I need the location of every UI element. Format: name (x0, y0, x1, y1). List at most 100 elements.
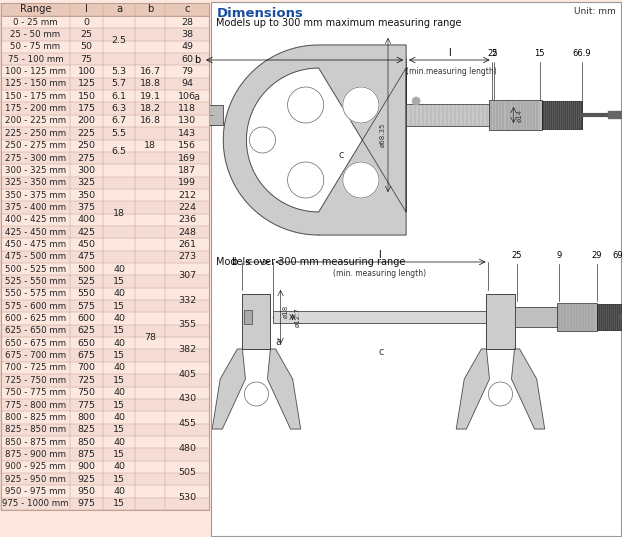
Text: 975 - 1000 mm: 975 - 1000 mm (2, 499, 69, 509)
Bar (1, 374, 209, 387)
Text: 40: 40 (113, 413, 125, 422)
Bar (1, 325, 209, 337)
Text: Models up to 300 mm maximum measuring range: Models up to 300 mm maximum measuring ra… (216, 18, 462, 28)
Text: 525 - 550 mm: 525 - 550 mm (5, 277, 66, 286)
Text: 375: 375 (78, 203, 96, 212)
Bar (1, 177, 209, 189)
Text: 400: 400 (78, 215, 96, 224)
Text: 15: 15 (113, 376, 125, 385)
Text: 40: 40 (113, 487, 125, 496)
Bar (1, 164, 209, 177)
Bar (1, 275, 209, 288)
Text: 25 - 50 mm: 25 - 50 mm (11, 30, 60, 39)
Bar (1, 411, 209, 424)
Text: 800 - 825 mm: 800 - 825 mm (5, 413, 66, 422)
Bar (1, 448, 209, 461)
Text: 775 - 800 mm: 775 - 800 mm (5, 401, 66, 410)
Text: (min.measuring length): (min.measuring length) (406, 67, 496, 76)
Text: 650: 650 (78, 339, 96, 348)
Text: c: c (185, 4, 190, 14)
Text: 224: 224 (179, 203, 196, 212)
Text: 950: 950 (78, 487, 96, 496)
Text: 500: 500 (78, 265, 96, 274)
Bar (1, 251, 209, 263)
Text: 15: 15 (113, 450, 125, 459)
Text: a: a (116, 4, 122, 14)
Text: 199: 199 (179, 178, 196, 187)
Text: 18: 18 (113, 209, 125, 218)
Text: c: c (378, 347, 384, 357)
Text: 40: 40 (113, 314, 125, 323)
Text: Models over 300 mm measuring range: Models over 300 mm measuring range (216, 257, 406, 267)
Text: 382: 382 (178, 345, 197, 354)
Circle shape (343, 87, 379, 123)
Text: 25: 25 (487, 49, 498, 58)
Text: 505: 505 (179, 468, 196, 477)
Text: 5.5: 5.5 (111, 129, 127, 138)
Text: 18: 18 (144, 141, 156, 150)
Text: 455: 455 (179, 419, 196, 428)
Text: 6.1: 6.1 (111, 92, 127, 101)
Text: 250 - 275 mm: 250 - 275 mm (5, 141, 66, 150)
Text: 350 - 375 mm: 350 - 375 mm (5, 191, 66, 200)
Bar (1, 436, 209, 448)
Text: 187: 187 (179, 166, 196, 175)
Text: 550: 550 (78, 289, 96, 299)
Text: 800: 800 (78, 413, 96, 422)
Bar (203, 105, 223, 125)
Bar (1, 140, 209, 152)
Text: 875 - 900 mm: 875 - 900 mm (5, 450, 66, 459)
Text: 18.2: 18.2 (140, 104, 160, 113)
Text: Dimensions: Dimensions (216, 7, 303, 20)
Text: 200 - 225 mm: 200 - 225 mm (5, 117, 66, 126)
Text: 405: 405 (179, 369, 196, 379)
Text: 650 - 675 mm: 650 - 675 mm (5, 339, 66, 348)
Text: 212: 212 (179, 191, 196, 200)
Text: 6.7: 6.7 (111, 117, 127, 126)
Text: 15: 15 (113, 401, 125, 410)
Text: 975: 975 (78, 499, 96, 509)
Circle shape (343, 162, 379, 198)
Text: ø68.35: ø68.35 (380, 123, 386, 147)
Text: 50 - 75 mm: 50 - 75 mm (11, 42, 60, 52)
Text: 100: 100 (78, 67, 96, 76)
Text: a: a (193, 92, 199, 102)
Text: Range: Range (20, 4, 52, 14)
Circle shape (287, 87, 323, 123)
Text: 236: 236 (178, 215, 197, 224)
Bar (1, 461, 209, 473)
Text: 273: 273 (178, 252, 197, 262)
Text: (min. measuring length): (min. measuring length) (333, 269, 426, 278)
Text: 40: 40 (113, 388, 125, 397)
Text: 425 - 450 mm: 425 - 450 mm (5, 228, 66, 237)
Text: 950 - 975 mm: 950 - 975 mm (5, 487, 66, 496)
Bar (1, 201, 209, 214)
Bar (1, 41, 209, 53)
Bar (1, 214, 209, 226)
Text: 355: 355 (178, 320, 197, 329)
Text: 40: 40 (113, 462, 125, 471)
Text: 725: 725 (78, 376, 96, 385)
Text: 15: 15 (113, 475, 125, 484)
Polygon shape (212, 349, 246, 429)
Text: 925: 925 (78, 475, 96, 484)
Bar (1, 28, 209, 41)
Text: 15: 15 (534, 49, 545, 58)
Bar (1, 313, 209, 325)
Circle shape (488, 382, 513, 406)
Text: 600 - 625 mm: 600 - 625 mm (5, 314, 66, 323)
Text: 450 - 475 mm: 450 - 475 mm (5, 240, 66, 249)
Text: 15: 15 (113, 351, 125, 360)
Bar (243, 294, 271, 349)
Text: 40: 40 (113, 339, 125, 348)
Bar (557, 303, 597, 331)
Text: 850 - 875 mm: 850 - 875 mm (5, 438, 66, 447)
Text: 725 - 750 mm: 725 - 750 mm (5, 376, 66, 385)
Bar (1, 399, 209, 411)
Bar (597, 304, 622, 330)
Text: 480: 480 (179, 444, 196, 453)
Polygon shape (511, 349, 545, 429)
Text: 675: 675 (78, 351, 96, 360)
Text: 6.3: 6.3 (111, 104, 127, 113)
Bar (1, 127, 209, 140)
